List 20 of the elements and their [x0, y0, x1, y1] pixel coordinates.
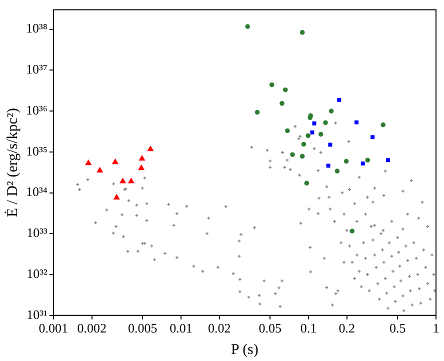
x-tick-label: 0.001	[38, 320, 68, 336]
y-axis-title: Ė / D² (erg/s/kpc²)	[4, 108, 21, 218]
x-tick-label: 0.05	[258, 320, 282, 336]
y-tick-label: 10³⁷	[26, 62, 48, 77]
x-tick-label: 0.005	[128, 320, 158, 336]
y-tick-label: 10³⁶	[26, 102, 48, 118]
y-tick-label: 10³³	[26, 225, 48, 240]
y-tick-label: 10³⁴	[26, 184, 48, 200]
y-tick-label: 10³⁸	[26, 20, 48, 36]
x-tick-label: 0.1	[300, 320, 317, 336]
y-tick-label: 10³²	[26, 266, 48, 281]
x-tick-label: 0.01	[170, 320, 192, 336]
x-axis-title: P (s)	[231, 342, 258, 358]
x-tick-label: 0.5	[389, 320, 406, 336]
x-tick-label: 1	[432, 320, 440, 336]
x-tick-label: 0.2	[338, 320, 355, 336]
y-tick-label: 10³¹	[26, 306, 48, 322]
x-tick-label: 0.02	[208, 320, 231, 336]
x-tick-label: 0.002	[77, 320, 106, 336]
y-tick-label: 10³⁵	[26, 143, 48, 158]
